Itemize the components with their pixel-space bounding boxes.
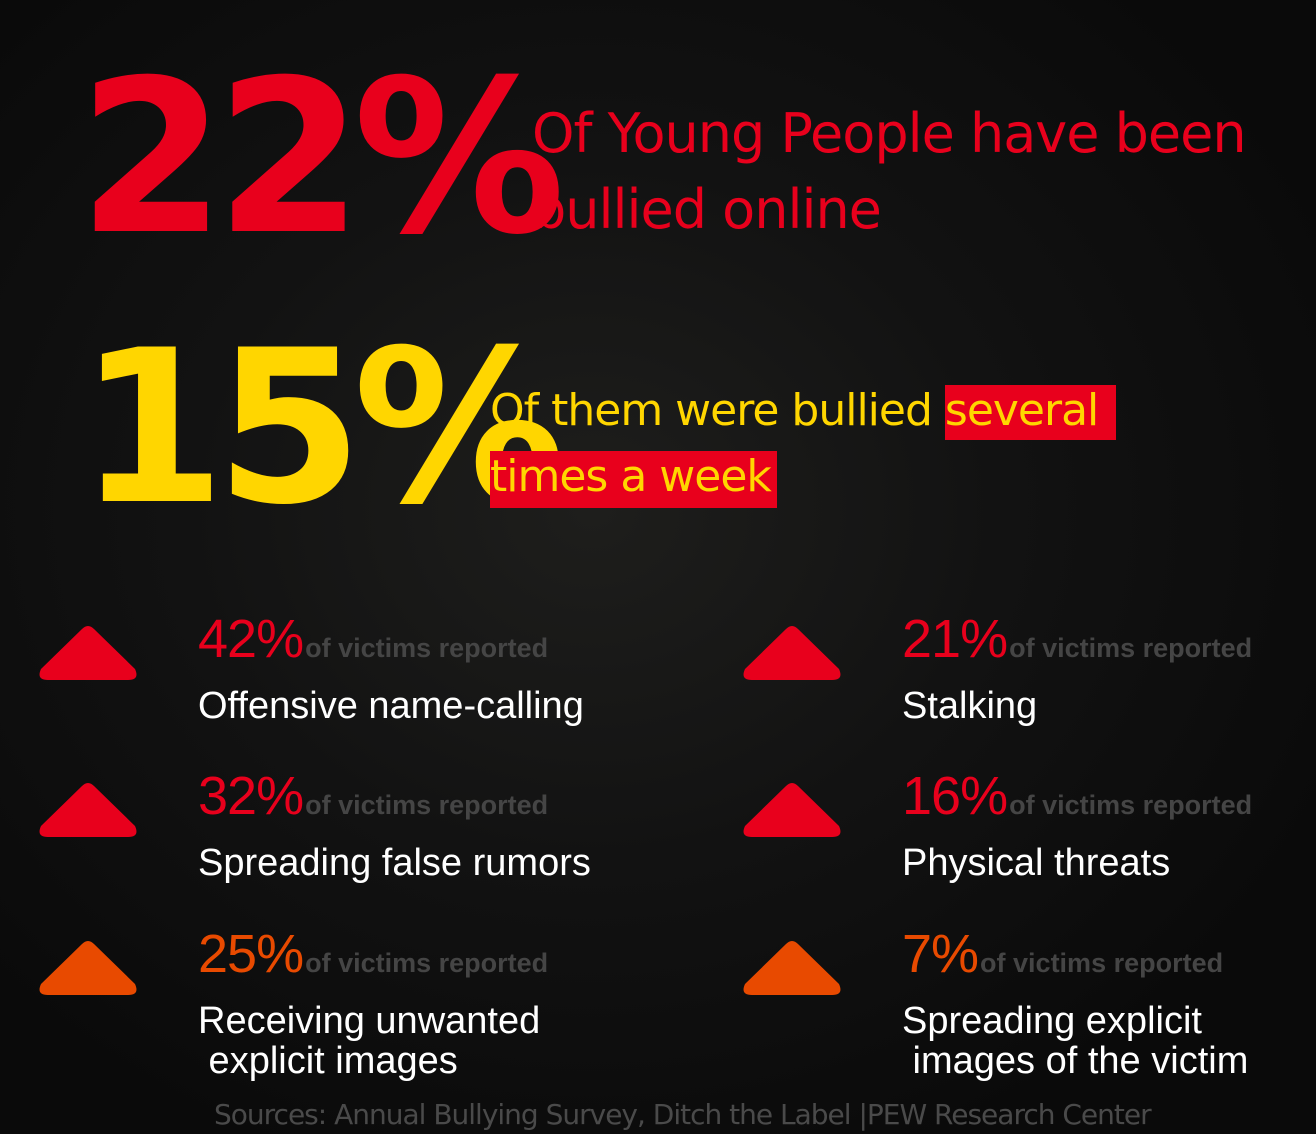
triangle-up-icon bbox=[742, 782, 842, 838]
stat-label: Spreading false rumors bbox=[198, 842, 591, 884]
highlight-several: several bbox=[944, 385, 1117, 440]
stat-item: 16%of victims reported bbox=[902, 769, 1252, 823]
stat-percent: 32% bbox=[198, 766, 304, 826]
triangle-up-icon bbox=[742, 625, 842, 681]
stat-item: 7%of victims reported bbox=[902, 927, 1223, 981]
stat-percent: 42% bbox=[198, 609, 304, 669]
stat-suffix: of victims reported bbox=[1009, 633, 1253, 663]
stat-suffix: of victims reported bbox=[305, 948, 549, 978]
headline-15-percent: 15% bbox=[78, 304, 565, 551]
headline1-line2: bullied online bbox=[532, 178, 882, 241]
stat-label: Spreading explicit images of the victim bbox=[902, 1000, 1249, 1082]
stat-label: Offensive name-calling bbox=[198, 685, 584, 727]
triangle-up-icon bbox=[38, 782, 138, 838]
stat-percent: 21% bbox=[902, 609, 1008, 669]
headline2-plain: Of them were bullied bbox=[490, 385, 945, 436]
stat-percent: 25% bbox=[198, 924, 304, 984]
stat-item: 25%of victims reported bbox=[198, 927, 548, 981]
triangle-up-icon bbox=[38, 625, 138, 681]
stat-label: Physical threats bbox=[902, 842, 1171, 884]
headline1-line1: Of Young People have been bbox=[532, 102, 1247, 165]
stat-percent: 7% bbox=[902, 924, 979, 984]
stat-suffix: of victims reported bbox=[1009, 790, 1253, 820]
headline1-text: Of Young People have been bullied online bbox=[532, 96, 1247, 248]
stat-suffix: of victims reported bbox=[980, 948, 1224, 978]
stat-suffix: of victims reported bbox=[305, 790, 549, 820]
stat-item: 42%of victims reported bbox=[198, 612, 548, 666]
stat-label: Receiving unwanted explicit images bbox=[198, 1000, 541, 1082]
stat-percent: 16% bbox=[902, 766, 1008, 826]
headline-22-percent: 22% bbox=[78, 34, 565, 281]
headline2-text: Of them were bullied several times a wee… bbox=[490, 378, 1117, 510]
triangle-up-icon bbox=[38, 940, 138, 996]
stat-label: Stalking bbox=[902, 685, 1038, 727]
highlight-times-a-week: times a week bbox=[490, 451, 777, 508]
triangle-up-icon bbox=[742, 940, 842, 996]
stat-item: 21%of victims reported bbox=[902, 612, 1252, 666]
stat-item: 32%of victims reported bbox=[198, 769, 548, 823]
stat-suffix: of victims reported bbox=[305, 633, 549, 663]
sources-footer: Sources: Annual Bullying Survey, Ditch t… bbox=[214, 1098, 1152, 1131]
